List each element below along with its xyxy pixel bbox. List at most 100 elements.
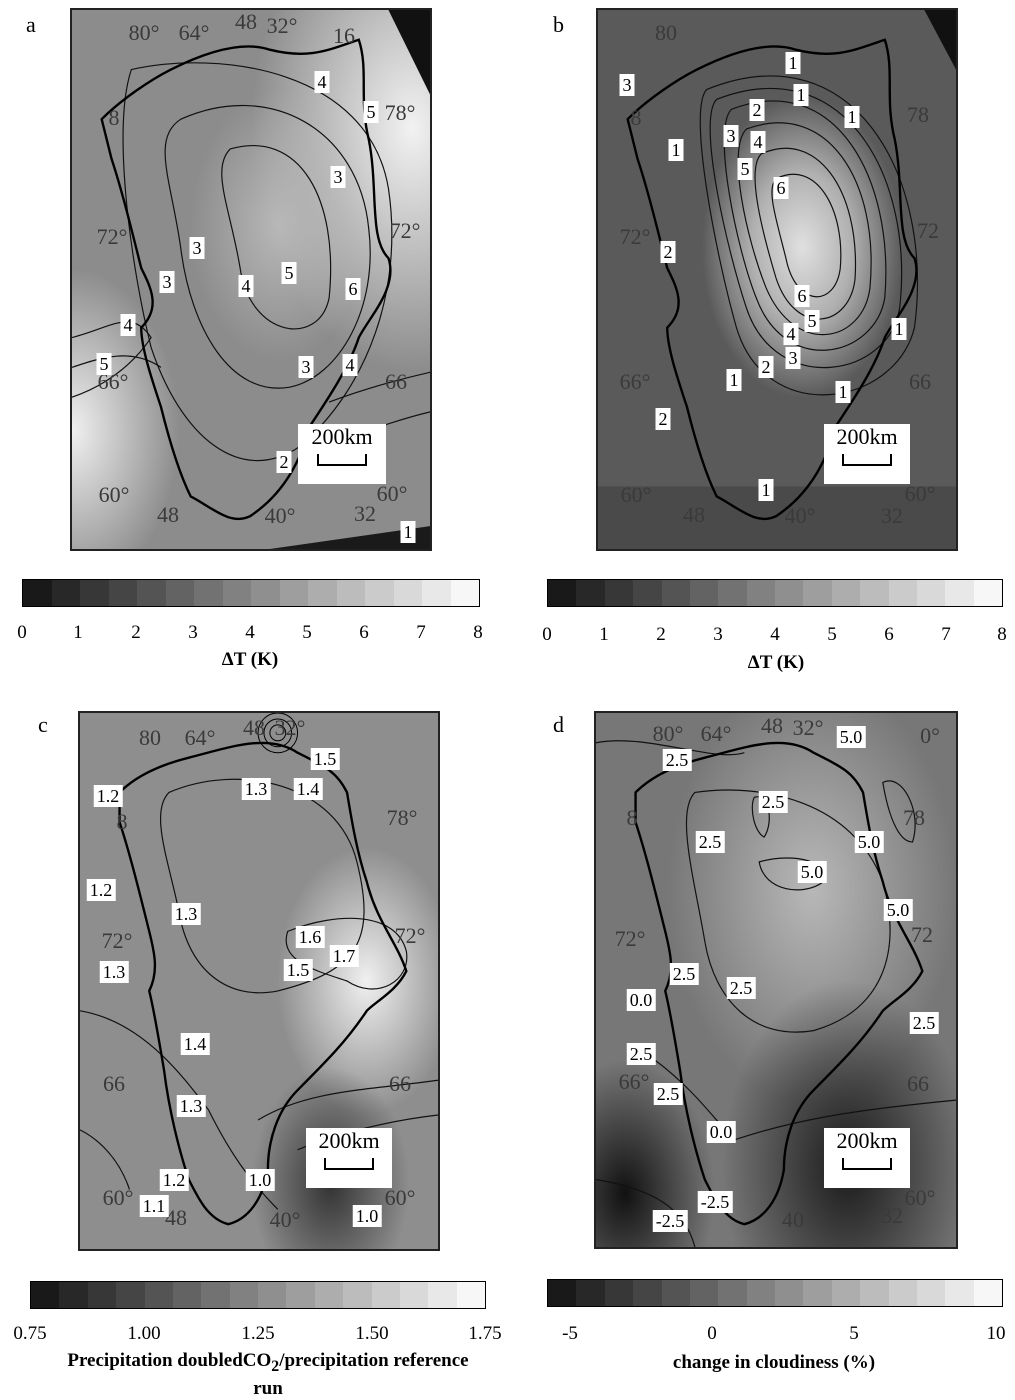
colorbar-title: ΔT (K): [747, 652, 805, 673]
contour-label: 1.0: [352, 1205, 382, 1227]
colorbar-segment: [343, 1282, 372, 1308]
contour-label: 3: [298, 356, 314, 378]
precip-title-sub: 2: [271, 1357, 280, 1375]
colorbar-segment: [633, 1280, 662, 1306]
contour-label: 4: [314, 71, 330, 93]
colorbar-segment: [456, 1282, 485, 1308]
geo-label: 48: [235, 9, 257, 34]
contour-label: 0.0: [706, 1121, 736, 1143]
geo-label: 66°: [618, 1069, 650, 1094]
contour-label: -2.5: [652, 1210, 688, 1232]
colorbar-segment: [661, 1280, 690, 1306]
colorbar-tick: 8: [997, 624, 1007, 645]
contour-label: 3: [723, 125, 739, 147]
contour-label: 2: [655, 408, 671, 430]
contour-label: 1.4: [180, 1033, 210, 1055]
contour-label: 5.0: [797, 861, 827, 883]
colorbar-segment: [165, 580, 194, 606]
geo-label: 32: [354, 501, 376, 526]
contour-label: 1: [668, 139, 684, 161]
contour-label: 6: [794, 285, 810, 307]
contour-label: 1: [844, 106, 860, 128]
contour-label: 5: [96, 353, 112, 375]
contour-label: 0.0: [626, 989, 656, 1011]
geo-label: 32°: [266, 13, 298, 38]
geo-label: 48: [157, 502, 179, 527]
contour-label: 3: [619, 74, 635, 96]
colorbar-tick: 1.25: [241, 1323, 275, 1344]
colorbar-segment: [51, 580, 80, 606]
panel-b-letter: b: [553, 12, 564, 37]
colorbar-segment: [422, 580, 451, 606]
colorbar-segment: [831, 1280, 861, 1306]
colorbar-segment: [137, 580, 166, 606]
colorbar-cloud: [547, 1279, 1003, 1307]
geo-label: 40°: [264, 503, 296, 528]
contour-label: 6: [773, 177, 789, 199]
colorbar-segment: [860, 580, 889, 606]
geo-label: 72°: [619, 224, 651, 249]
colorbar-segment: [803, 580, 832, 606]
geo-label: 48: [761, 713, 783, 738]
geo-label: 66: [103, 1071, 125, 1096]
geo-label: 72: [917, 218, 939, 243]
panel-d-letter: d: [553, 712, 564, 737]
geo-label: 78°: [384, 100, 416, 125]
colorbar-segment: [31, 1282, 60, 1308]
colorbar-segment: [336, 580, 365, 606]
scale-line: [842, 1158, 892, 1170]
colorbar-tick: 0: [17, 622, 27, 643]
geo-label: 40°: [269, 1207, 301, 1232]
geo-label: 78°: [386, 805, 418, 830]
scale-line: [317, 454, 367, 466]
colorbar-tick: 0: [542, 624, 552, 645]
geo-label: 72°: [394, 923, 426, 948]
geo-label: 40: [782, 1207, 804, 1232]
colorbar-segment: [604, 1280, 634, 1306]
colorbar-tick: 6: [884, 624, 894, 645]
colorbar-segment: [365, 580, 394, 606]
colorbar-segment: [194, 580, 223, 606]
scale-label: 200km: [311, 424, 373, 449]
contour-label: 2: [276, 451, 292, 473]
geo-label: 40°: [784, 503, 816, 528]
geo-label: 32: [881, 1203, 903, 1228]
colorbar-segment: [661, 580, 690, 606]
colorbar-segment: [201, 1282, 230, 1308]
contour-label: 5: [737, 158, 753, 180]
colorbar-tick: 1: [73, 622, 83, 643]
colorbar-segment: [80, 580, 109, 606]
scale-bar-c: 200km: [306, 1128, 392, 1188]
contour-label: 2.5: [669, 963, 699, 985]
contour-label: 5.0: [854, 831, 884, 853]
geo-label: 48: [165, 1205, 187, 1230]
geo-label: 72°: [389, 218, 421, 243]
contour-label: 2.5: [626, 1043, 656, 1065]
colorbar-segment: [945, 580, 974, 606]
colorbar-tick: 4: [770, 624, 780, 645]
colorbar-segment: [689, 1280, 719, 1306]
geo-label: 80: [139, 725, 161, 750]
colorbar-segment: [746, 1280, 775, 1306]
contour-label: 1.3: [171, 903, 201, 925]
colorbar-tick: 10: [986, 1323, 1006, 1344]
contour-label: 2.5: [909, 1012, 939, 1034]
colorbar-segment: [973, 580, 1002, 606]
contour-label: 1.3: [176, 1095, 206, 1117]
contour-label: 1: [785, 52, 801, 74]
contour-label: 1: [400, 521, 416, 543]
contour-label: 3: [330, 166, 346, 188]
contour-label: 2.5: [653, 1083, 683, 1105]
contour-label: 2: [749, 99, 765, 121]
colorbar-segment: [371, 1282, 400, 1308]
colorbar-segment: [116, 1282, 145, 1308]
colorbar-segment: [314, 1282, 344, 1308]
colorbar-tick: 5: [849, 1323, 859, 1344]
contour-label: 1: [726, 369, 742, 391]
colorbar-segment: [428, 1282, 457, 1308]
contour-label: 1.5: [283, 959, 313, 981]
colorbar-segment: [718, 580, 747, 606]
panel-a-letter: a: [26, 12, 36, 37]
geo-label: 32°: [274, 715, 306, 740]
colorbar-segment: [945, 1280, 974, 1306]
